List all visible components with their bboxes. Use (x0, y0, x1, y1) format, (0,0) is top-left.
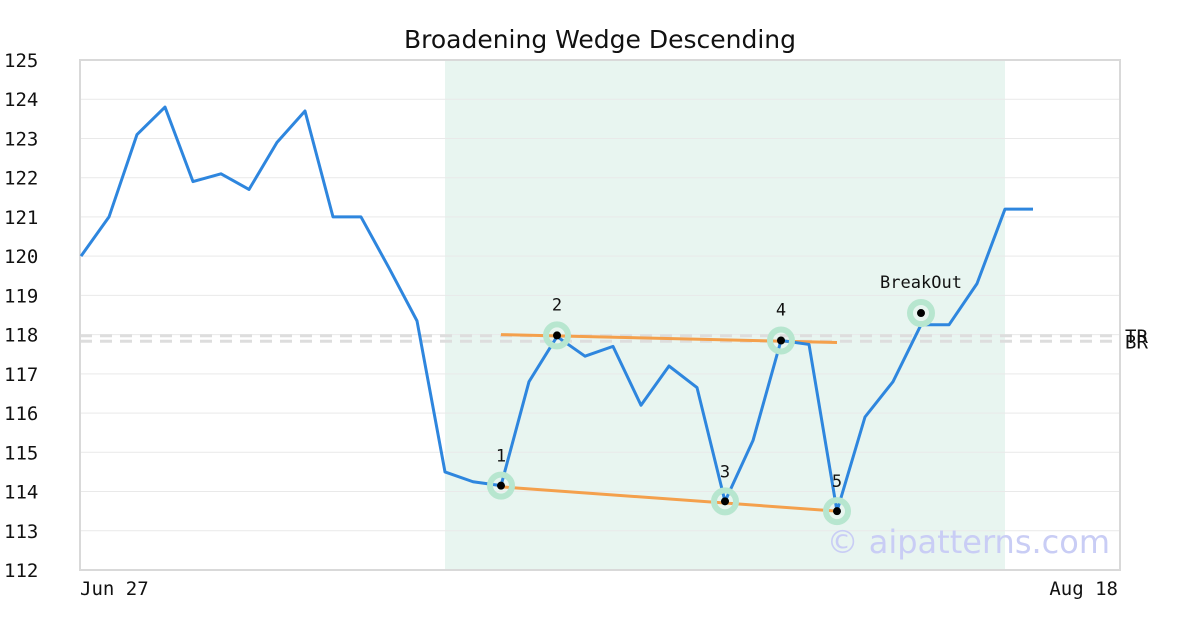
point-halo-2 (543, 321, 571, 350)
x-tick-start: Jun 27 (80, 578, 149, 600)
point-dot-4 (777, 336, 785, 345)
watermark: © aipatterns.com (827, 523, 1110, 561)
point-halo-breakout (907, 299, 935, 328)
y-tick-121: 121 (4, 207, 38, 229)
chart-title: Broadening Wedge Descending (404, 25, 796, 54)
y-tick-123: 123 (4, 128, 38, 150)
y-axis-ticks: 112 113 114 115 116 117 118 119 120 121 122 123 124 1… (4, 50, 38, 582)
y-tick-113: 113 (4, 521, 38, 543)
point-halo-4 (767, 326, 795, 355)
point-label-2: 2 (552, 295, 562, 315)
y-tick-117: 117 (4, 364, 38, 386)
y-tick-115: 115 (4, 442, 38, 464)
pattern-points: 1 2 3 4 5 BreakOut (487, 273, 962, 526)
point-halo-5 (823, 497, 851, 526)
trend-line-bottom (500, 485, 838, 513)
point-dot-3 (721, 497, 729, 506)
point-label-4: 4 (776, 301, 786, 321)
point-dot-breakout (917, 309, 925, 318)
x-tick-end: Aug 18 (1049, 578, 1118, 600)
point-label-breakout: BreakOut (880, 273, 962, 293)
point-label-3: 3 (720, 462, 730, 482)
y-tick-119: 119 (4, 285, 38, 307)
ref-label-tr: TR (1125, 326, 1148, 348)
point-dot-2 (553, 331, 561, 340)
y-tick-120: 120 (4, 246, 38, 268)
point-dot-5 (833, 507, 841, 516)
plot-frame (79, 59, 1121, 571)
point-label-5: 5 (832, 472, 842, 492)
y-tick-124: 124 (4, 89, 38, 111)
point-halo-3 (711, 487, 739, 516)
y-tick-118: 118 (4, 325, 38, 347)
y-tick-125: 125 (4, 50, 38, 72)
point-halo-1 (487, 471, 515, 500)
point-dot-1 (497, 481, 505, 490)
y-tick-114: 114 (4, 482, 38, 504)
ref-label-br: BR (1125, 331, 1148, 353)
point-label-1: 1 (496, 447, 506, 467)
y-tick-116: 116 (4, 403, 38, 425)
y-tick-122: 122 (4, 168, 38, 190)
y-tick-112: 112 (4, 560, 38, 582)
